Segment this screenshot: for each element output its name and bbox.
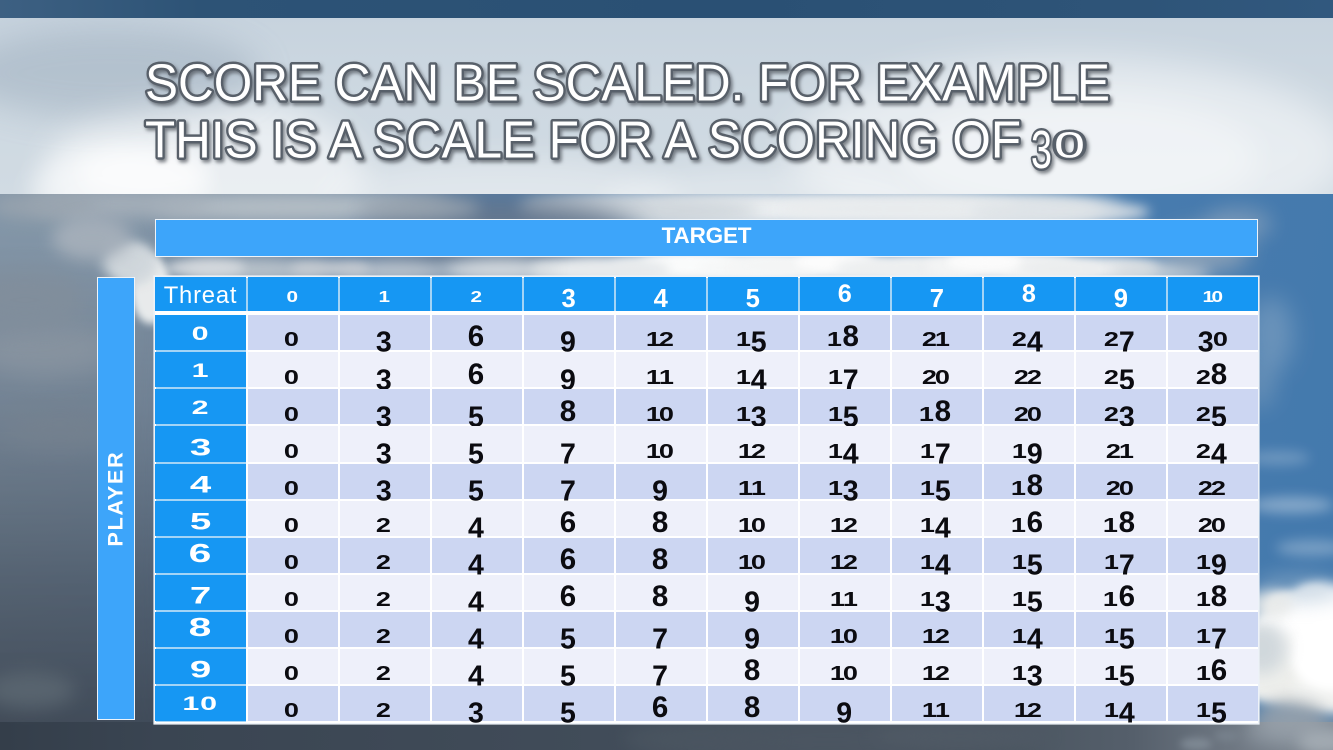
svg-text:THIS IS A SCALE FOR A SCORING: THIS IS A SCALE FOR A SCORING OF bbox=[145, 111, 1021, 169]
svg-text:0: 0 bbox=[1054, 124, 1085, 165]
svg-text:3: 3 bbox=[1031, 120, 1052, 180]
svg-text:SCORE CAN BE SCALED. FOR EXAMP: SCORE CAN BE SCALED. FOR EXAMPLE bbox=[145, 54, 1110, 112]
